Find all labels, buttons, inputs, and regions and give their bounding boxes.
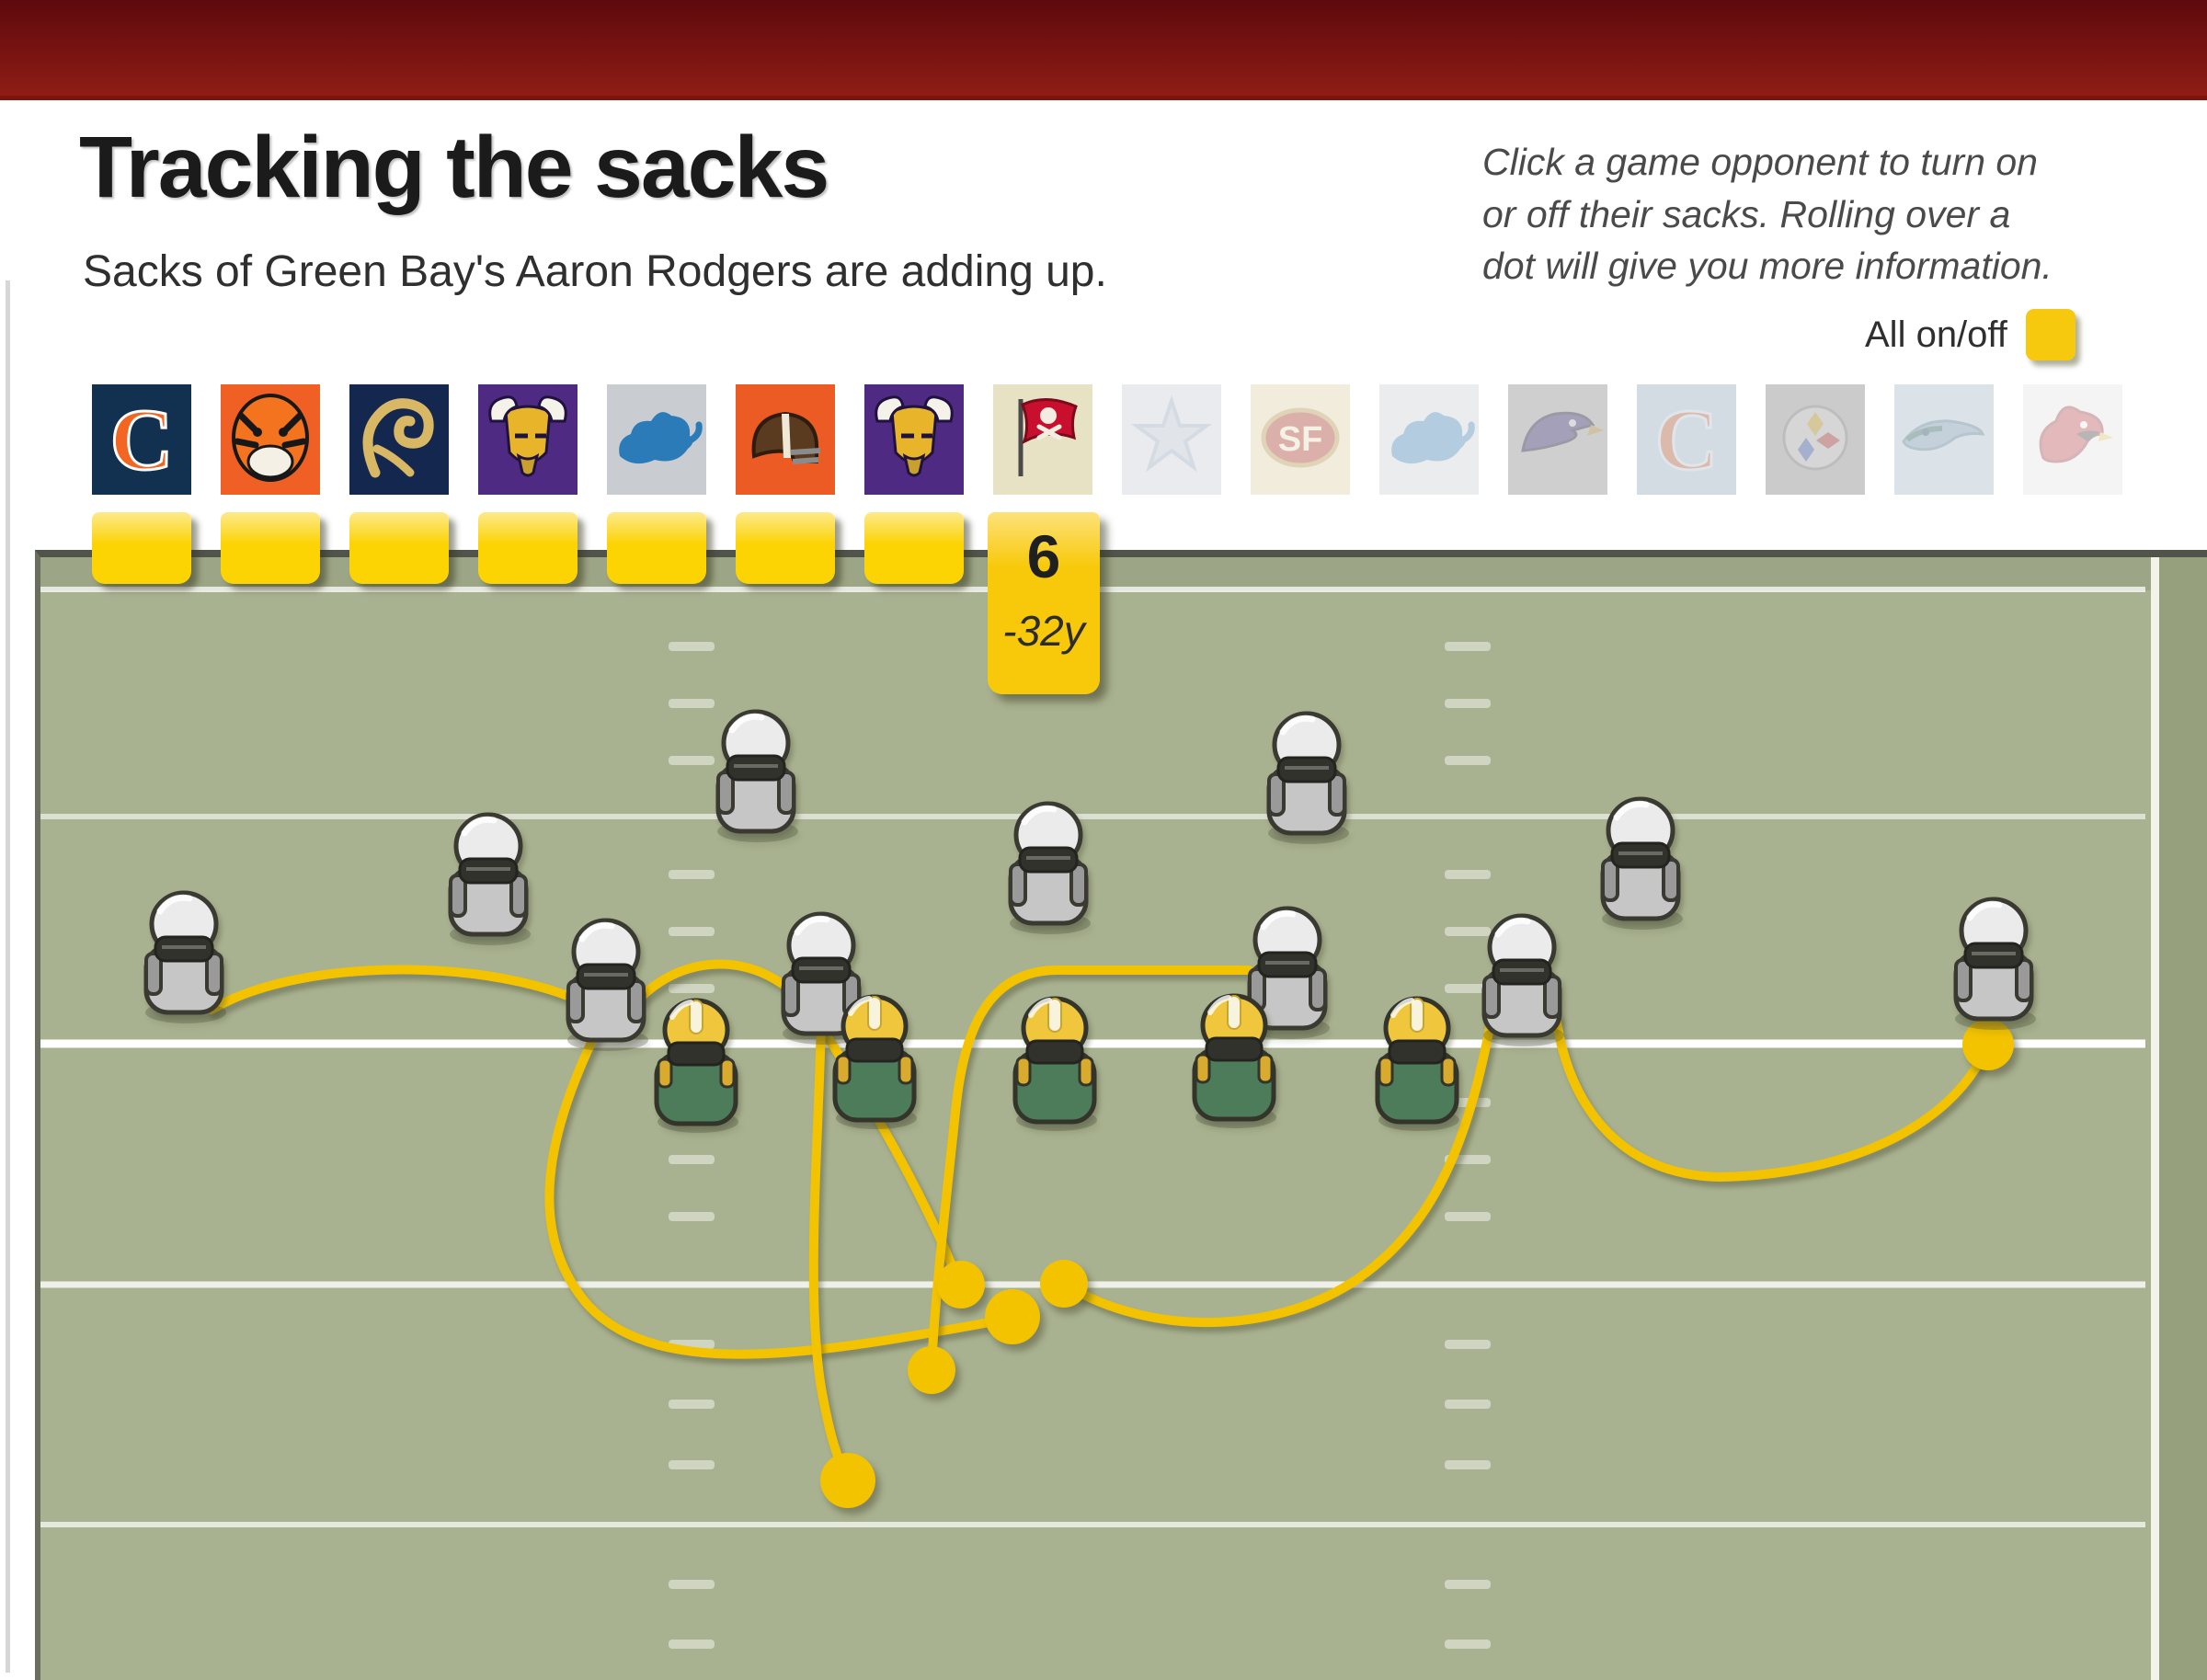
game-on-tab-bengals-game2[interactable]	[221, 512, 320, 584]
team-logo-rams-game3[interactable]	[349, 384, 449, 495]
49ers-icon: SF	[1261, 407, 1340, 468]
vikings-icon	[488, 395, 567, 477]
ravens-icon	[1521, 411, 1604, 452]
site-header-bar	[0, 0, 2207, 100]
team-logo-steelers-game14[interactable]	[1766, 384, 1865, 495]
team-logo-bears-game13[interactable]: C	[1637, 384, 1736, 495]
cowboys-icon	[1130, 394, 1213, 473]
instructions-text: Click a game opponent to turn on or off …	[1482, 141, 2053, 288]
sack-dot[interactable]	[937, 1261, 985, 1309]
bears-icon: C	[1653, 390, 1720, 490]
team-logo-vikings-game4[interactable]	[478, 384, 577, 495]
game-on-tab-vikings-game7[interactable]	[864, 512, 964, 584]
team-logo-cardinals-game16[interactable]	[2023, 384, 2122, 495]
football-field	[35, 550, 2207, 1680]
field-sideline	[2151, 557, 2159, 1680]
bengals-icon	[232, 394, 309, 482]
sack-count-tooltip[interactable]: 6 -32y	[988, 512, 1100, 694]
svg-text:C: C	[110, 391, 174, 488]
game-on-tab-vikings-game4[interactable]	[478, 512, 577, 584]
game-on-tab-bears-game1[interactable]	[92, 512, 191, 584]
browns-icon	[751, 411, 821, 464]
game-on-tab-lions-game5[interactable]	[607, 512, 706, 584]
sack-dot[interactable]	[820, 1453, 875, 1508]
team-logo-lions-game11[interactable]	[1379, 384, 1479, 495]
team-logo-ravens-game12[interactable]	[1508, 384, 1607, 495]
team-logo-cowboys-game9[interactable]	[1122, 384, 1221, 495]
buccaneers-icon	[1018, 398, 1078, 476]
sack-dot[interactable]	[908, 1346, 955, 1394]
lions-icon	[1391, 412, 1475, 464]
svg-text:C: C	[1655, 391, 1719, 488]
game-on-tab-browns-game6[interactable]	[736, 512, 835, 584]
team-logo-browns-game6[interactable]	[736, 384, 835, 495]
steelers-icon	[1782, 405, 1848, 471]
team-logo-seahawks-game15[interactable]	[1894, 384, 1994, 495]
tooltip-sack-count: 6	[1026, 522, 1061, 590]
page-left-rule	[6, 280, 10, 1673]
lions-icon	[619, 412, 703, 464]
team-logo-lions-game5[interactable]	[607, 384, 706, 495]
seahawks-icon	[1902, 419, 1985, 451]
svg-text:SF: SF	[1278, 420, 1323, 459]
vikings-icon	[875, 395, 954, 477]
rams-icon	[362, 398, 434, 478]
all-on-off-toggle[interactable]	[2025, 309, 2075, 360]
team-logo-buccaneers-game8[interactable]	[993, 384, 1092, 495]
page-title: Tracking the sacks	[79, 119, 829, 216]
team-logo-bengals-game2[interactable]	[221, 384, 320, 495]
field-out-of-bounds	[2159, 557, 2207, 1680]
team-logo-bears-game1[interactable]: C	[92, 384, 191, 495]
cardinals-icon	[2039, 406, 2113, 463]
all-on-off-control: All on/off	[1865, 309, 2075, 360]
sack-dot[interactable]	[1040, 1260, 1088, 1308]
team-logo-vikings-game7[interactable]	[864, 384, 964, 495]
sack-dot[interactable]	[1962, 1019, 2014, 1070]
game-on-tab-rams-game3[interactable]	[349, 512, 449, 584]
page-subtitle: Sacks of Green Bay's Aaron Rodgers are a…	[83, 247, 1107, 296]
tooltip-yards-lost: -32y	[1002, 607, 1085, 655]
bears-icon: C	[109, 390, 175, 490]
all-on-off-label: All on/off	[1865, 314, 2007, 355]
sack-dot[interactable]	[985, 1289, 1040, 1344]
team-logo-49ers-game10[interactable]: SF	[1251, 384, 1350, 495]
